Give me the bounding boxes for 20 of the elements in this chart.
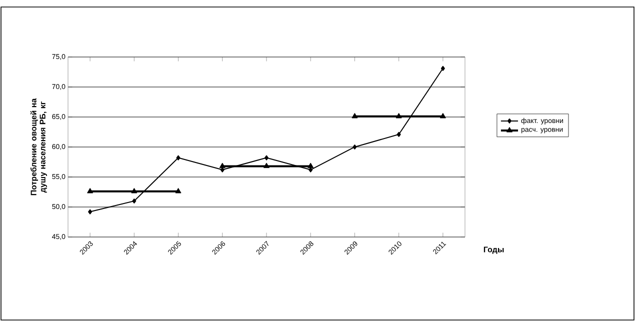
point — [352, 112, 358, 118]
x-axis-title: Годы — [484, 246, 504, 254]
point — [264, 155, 268, 160]
point — [396, 112, 402, 118]
point — [396, 132, 401, 137]
point — [131, 188, 138, 194]
point — [308, 167, 313, 172]
point — [220, 167, 224, 172]
point — [308, 162, 314, 168]
point — [132, 198, 136, 204]
point — [87, 188, 94, 194]
point — [176, 155, 180, 160]
point — [440, 66, 445, 71]
y-axis-title: Потребление овощей на душу населения РБ, кг — [30, 98, 47, 196]
point — [219, 162, 226, 168]
point — [440, 112, 446, 118]
point — [263, 162, 270, 168]
point — [352, 144, 357, 150]
point — [88, 209, 92, 214]
point — [175, 188, 182, 194]
